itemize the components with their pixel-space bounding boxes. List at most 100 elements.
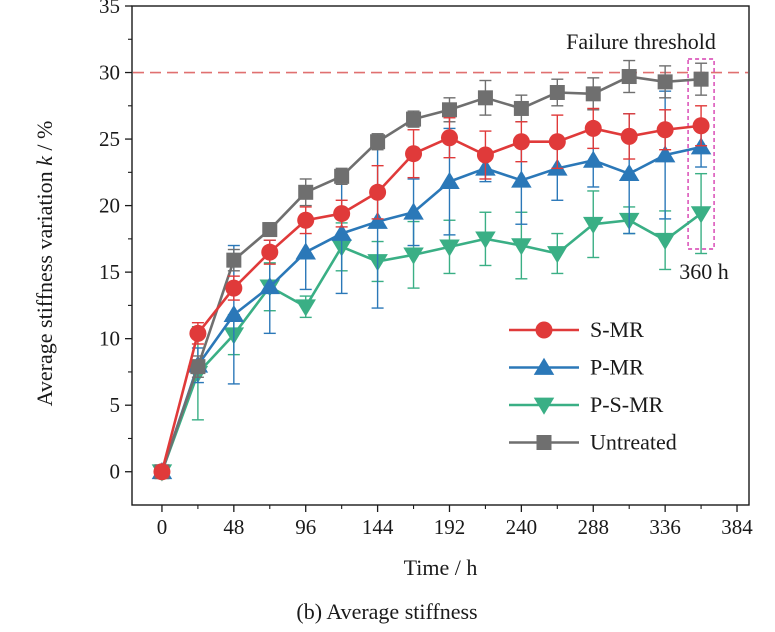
y-tick-label: 10 [99,327,120,351]
data-point [153,463,171,481]
data-point [439,239,460,257]
legend-label: S-MR [590,317,644,342]
series-line [160,212,702,473]
data-point [476,146,494,164]
data-point [333,205,351,223]
data-point [690,206,712,224]
y-axis-title-prefix: Average stiffness variation [32,166,57,407]
legend-item: P-S-MR [509,392,664,417]
data-point [226,252,242,268]
x-tick-label: 144 [362,515,394,539]
data-point [295,299,316,317]
x-tick-label: 288 [578,515,610,539]
data-point [547,246,568,264]
data-point [441,102,457,118]
data-point [334,168,350,184]
series-untreated [154,59,709,480]
data-point [477,90,493,106]
legend-item: S-MR [509,317,644,342]
highlight-box [687,58,715,250]
x-tick-label: 192 [434,515,466,539]
data-point [225,279,243,297]
data-point [693,71,709,87]
data-point [190,359,206,375]
x-tick-label: 96 [295,515,316,539]
legend-label: Untreated [590,430,677,455]
data-point [584,119,602,137]
legend-marker [533,397,555,415]
legend-marker [536,435,552,450]
data-point [189,324,207,342]
y-axis-title-suffix: / % [32,121,57,156]
data-point [223,304,245,323]
data-point [511,238,532,256]
x-tick-label: 0 [157,515,168,539]
series-p-mr [151,90,712,480]
data-point [369,183,387,201]
data-point [582,216,604,235]
y-tick-label: 35 [99,0,120,18]
data-point [439,171,460,189]
data-point [654,232,676,250]
x-axis-title: Time / h [404,555,478,580]
x-tick-label: 336 [649,515,681,539]
legend-marker [535,321,553,339]
data-point [585,86,601,102]
highlight-label: 360 h [679,259,729,284]
y-tick-label: 25 [99,127,120,151]
legend-label: P-S-MR [590,392,664,417]
data-point [259,276,281,295]
data-point [261,243,279,261]
data-point [475,231,496,249]
y-tick-label: 30 [99,61,120,85]
data-point [405,145,423,163]
data-point [512,133,530,151]
y-tick-label: 15 [99,260,120,284]
data-point [656,121,674,139]
y-axis-title: Average stiffness variation k / % [32,121,57,407]
data-point [511,170,532,188]
threshold-label: Failure threshold [566,29,716,54]
data-point [262,222,278,238]
data-point [298,184,314,200]
data-point [618,163,640,181]
data-point [406,111,422,127]
data-point [692,117,710,135]
data-point [548,133,566,151]
axes: 0 48 96 144 192 240 288 336 384 0 5 10 15 20 25 30 35 [99,0,753,539]
data-point [331,223,352,241]
legend-marker [533,357,555,375]
y-axis-title-variable: k [32,155,57,166]
legend: S-MR P-MR P-S-MR Untreated [509,317,677,455]
data-point [513,100,529,116]
y-tick-label: 20 [99,194,120,218]
data-point [370,134,386,150]
data-point [654,145,676,163]
series-layer [151,59,712,482]
data-point [582,150,604,168]
data-point [440,129,458,147]
data-point [620,127,638,145]
legend-item: Untreated [509,430,677,455]
legend-label: P-MR [590,355,644,380]
data-point [549,84,565,100]
data-point [657,74,673,90]
figure-caption: (b) Average stiffness [296,599,477,624]
series-s-mr [153,105,710,481]
series-line [160,145,702,473]
data-point [403,247,424,265]
x-tick-label: 384 [721,515,753,539]
x-tick-label: 240 [506,515,538,539]
data-point [621,69,637,85]
series-line [160,124,702,473]
data-point [367,211,388,229]
plot-frame [131,5,750,506]
x-tick-label: 48 [223,515,244,539]
data-point [403,202,424,220]
series-line [160,75,702,473]
y-tick-label: 0 [110,460,121,484]
legend-item: P-MR [509,355,644,380]
y-tick-label: 5 [110,393,121,417]
data-point [295,242,316,260]
